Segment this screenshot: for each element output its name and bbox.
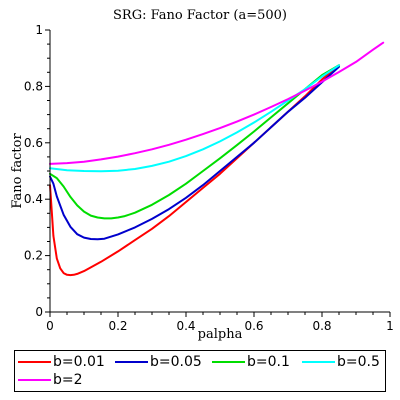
legend-label: b=2 bbox=[53, 372, 83, 388]
chart: SRG: Fano Factor (a=500) 0 0.2 0.4 0.6 0.8 10… bbox=[10, 8, 394, 342]
series-layer bbox=[49, 41, 385, 277]
legend: b=0.01 b=0.05 b=0.1 b=0.5 b=2 bbox=[14, 350, 386, 392]
series-line-2 bbox=[49, 65, 340, 241]
y-tick-label: 0.4 bbox=[24, 192, 43, 206]
x-tick-label: 0.4 bbox=[176, 319, 195, 333]
axes-layer: 0 0.2 0.4 0.6 0.8 1 0 0.2 0.4 0.6 0.8 1 bbox=[24, 23, 394, 333]
chart-title: SRG: Fano Factor (a=500) bbox=[113, 8, 287, 23]
legend-item: b=0.5 bbox=[302, 353, 380, 371]
x-tick-label: 0.8 bbox=[312, 319, 331, 333]
y-tick-label: 0.6 bbox=[24, 136, 43, 150]
x-tick-label: 0 bbox=[46, 319, 54, 333]
x-tick-label: 0.6 bbox=[244, 319, 263, 333]
legend-label: b=0.5 bbox=[337, 354, 380, 370]
legend-item: b=2 bbox=[18, 371, 83, 389]
x-tick-label: 0.2 bbox=[108, 319, 127, 333]
legend-swatch bbox=[212, 361, 245, 363]
legend-swatch bbox=[302, 361, 335, 363]
y-tick-label: 1 bbox=[35, 23, 43, 37]
series-line-5 bbox=[49, 41, 385, 165]
x-tick-label: 1 bbox=[386, 319, 394, 333]
y-tick-label: 0.8 bbox=[24, 79, 43, 93]
legend-label: b=0.1 bbox=[247, 354, 290, 370]
legend-label: b=0.05 bbox=[150, 354, 202, 370]
legend-swatch bbox=[18, 379, 51, 381]
y-axis-label: Fano factor bbox=[10, 133, 25, 209]
legend-item: b=0.1 bbox=[212, 353, 290, 371]
legend-swatch bbox=[115, 361, 148, 363]
y-tick-label: 0 bbox=[35, 305, 43, 319]
legend-label: b=0.01 bbox=[53, 354, 105, 370]
legend-item: b=0.05 bbox=[115, 353, 202, 371]
legend-swatch bbox=[18, 361, 51, 363]
x-axis-label: palpha bbox=[198, 327, 243, 342]
series-line-3 bbox=[49, 64, 340, 220]
legend-item: b=0.01 bbox=[18, 353, 105, 371]
y-tick-label: 0.2 bbox=[24, 249, 43, 263]
